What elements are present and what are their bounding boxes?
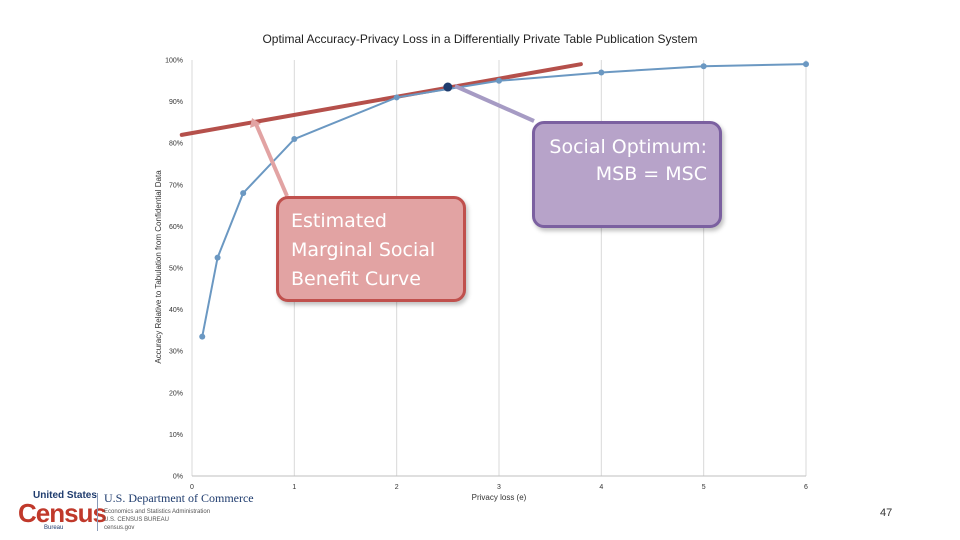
x-tick-label: 6: [804, 484, 808, 491]
y-axis-ticks: 0% 10% 20% 30% 40% 50% 60% 70% 80% 90% 100%: [165, 58, 183, 481]
y-tick-label: 0%: [173, 474, 183, 481]
data-point: [496, 77, 502, 84]
data-point: [240, 190, 247, 197]
data-point: [803, 61, 809, 68]
callout-optimum-line-2: MSB = MSC: [595, 163, 707, 185]
callout-optimum-line-1: Social Optimum:: [549, 136, 707, 158]
callout-benefit-line-1: Estimated: [291, 210, 387, 232]
x-tick-label: 3: [497, 484, 501, 491]
y-tick-label: 50%: [169, 266, 183, 273]
x-tick-label: 1: [292, 484, 296, 491]
x-tick-label: 2: [395, 484, 399, 491]
y-tick-label: 30%: [169, 349, 183, 356]
marginal-cost-line: [179, 62, 583, 137]
logo-bureau: Bureau: [44, 525, 64, 531]
logo-divider: [97, 493, 98, 531]
census-bureau-logo: United States Census Bureau U.S. Departm…: [16, 490, 316, 536]
department-sub-3: census.gov: [104, 525, 135, 531]
optimum-arrow: [454, 84, 535, 123]
data-point: [291, 136, 298, 143]
callout-benefit-line-3: Benefit Curve: [291, 268, 421, 290]
logo-united-states: United States: [33, 490, 97, 501]
marginal-benefit-callout: Estimated Marginal Social Benefit Curve: [276, 196, 466, 302]
department-sub-1: Economics and Statistics Administration: [104, 509, 211, 515]
department-sub-2: U.S. CENSUS BUREAU: [104, 517, 170, 523]
y-tick-label: 80%: [169, 141, 183, 148]
x-axis-ticks: 0 1 2 3 4 5 6: [190, 484, 808, 491]
department-name: U.S. Department of Commerce: [104, 491, 254, 505]
y-tick-label: 70%: [169, 182, 183, 189]
y-tick-label: 90%: [169, 99, 183, 106]
y-tick-label: 10%: [169, 432, 183, 439]
data-point: [214, 254, 221, 261]
benefit-arrowhead: [250, 118, 261, 128]
chart-title: Optimal Accuracy-Privacy Loss in a Diffe…: [262, 32, 697, 46]
y-tick-label: 60%: [169, 224, 183, 231]
data-point: [393, 94, 400, 101]
y-tick-label: 20%: [169, 390, 183, 397]
logo-census: Census: [18, 498, 107, 528]
x-tick-label: 4: [599, 484, 603, 491]
callout-arrows: [250, 84, 535, 197]
y-tick-label: 100%: [165, 58, 183, 65]
y-tick-label: 40%: [169, 307, 183, 314]
data-point: [598, 69, 605, 76]
benefit-arrow: [254, 123, 289, 197]
data-point: [199, 333, 206, 340]
y-axis-label: Accuracy Relative to Tabulation from Con…: [154, 170, 163, 364]
data-point: [700, 63, 707, 70]
callout-benefit-line-2: Marginal Social: [291, 239, 436, 261]
x-tick-label: 5: [702, 484, 706, 491]
x-tick-label: 0: [190, 484, 194, 491]
x-axis-label: Privacy loss (e): [472, 493, 527, 502]
social-optimum-callout: Social Optimum: MSB = MSC: [532, 121, 722, 228]
optimum-point: [443, 82, 453, 92]
page-number: 47: [880, 507, 893, 519]
series-layer: [179, 61, 809, 340]
